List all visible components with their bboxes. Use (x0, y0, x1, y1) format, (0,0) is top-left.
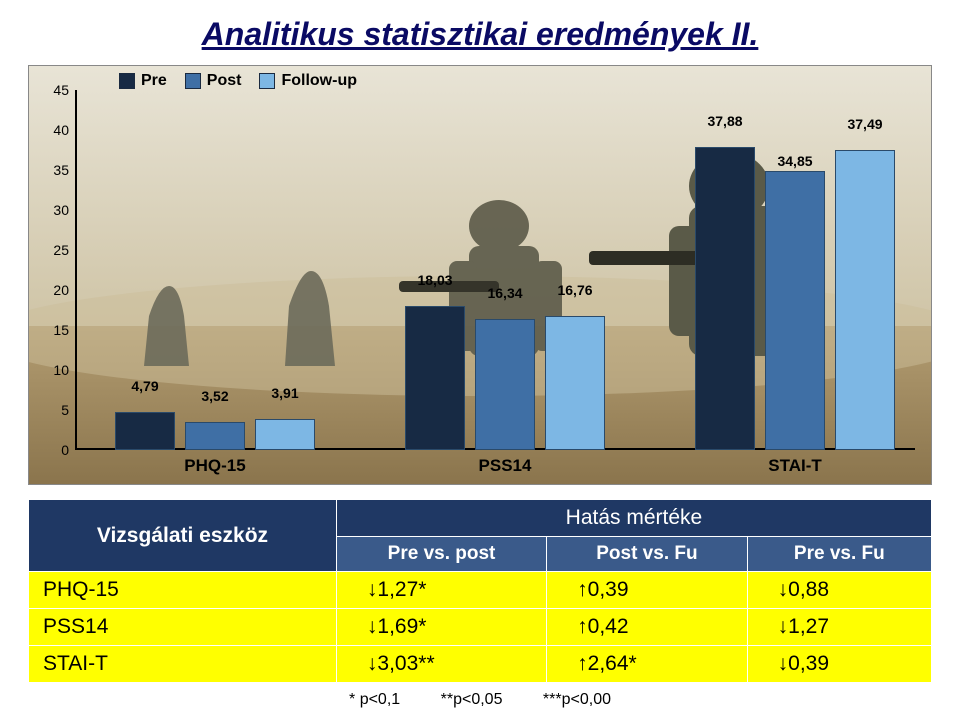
bar (545, 316, 605, 450)
x-tick-label: STAI-T (768, 456, 822, 476)
bar (405, 306, 465, 450)
cell: ↑2,64* (547, 646, 747, 683)
swatch-post (185, 73, 201, 89)
table-row: STAI-T ↓3,03** ↑2,64* ↓0,39 (29, 646, 932, 683)
bar (475, 319, 535, 450)
table-row: PSS14 ↓1,69* ↑0,42 ↓1,27 (29, 609, 932, 646)
bar (765, 171, 825, 450)
footnote-part: **p<0,05 (441, 691, 503, 708)
cell: ↑0,42 (547, 609, 747, 646)
legend-item-pre: Pre (119, 72, 167, 90)
bar-value-label: 3,91 (271, 385, 298, 401)
effect-size-table: Vizsgálati eszköz Hatás mértéke Pre vs. … (28, 499, 932, 683)
row-name: STAI-T (29, 646, 337, 683)
cell: ↓1,27 (747, 609, 931, 646)
bar-value-label: 18,03 (417, 272, 452, 288)
y-tick-label: 45 (35, 82, 69, 98)
table-col: Pre vs. post (336, 537, 546, 572)
footnote: * p<0,1 **p<0,05 ***p<0,00 (28, 691, 932, 709)
y-tick-label: 30 (35, 202, 69, 218)
y-tick-label: 20 (35, 282, 69, 298)
bar (695, 147, 755, 450)
bar-value-label: 3,52 (201, 388, 228, 404)
y-tick-label: 10 (35, 362, 69, 378)
y-tick-label: 0 (35, 442, 69, 458)
table-col: Post vs. Fu (547, 537, 747, 572)
cell: ↓0,88 (747, 572, 931, 609)
swatch-followup (259, 73, 275, 89)
bar (115, 412, 175, 450)
row-name: PSS14 (29, 609, 337, 646)
page-title: Analitikus statisztikai eredmények II. (28, 16, 932, 53)
cell: ↓1,69* (336, 609, 546, 646)
table-rowheader: Vizsgálati eszköz (29, 500, 337, 572)
legend-item-followup: Follow-up (259, 72, 357, 90)
table-col: Pre vs. Fu (747, 537, 931, 572)
legend-label: Pre (141, 72, 167, 90)
table-colheader-top: Hatás mértéke (336, 500, 931, 537)
y-tick-label: 40 (35, 122, 69, 138)
y-tick-label: 35 (35, 162, 69, 178)
legend-label: Post (207, 72, 242, 90)
bar-value-label: 4,79 (131, 378, 158, 394)
bar-value-label: 16,34 (487, 285, 522, 301)
bar (835, 150, 895, 450)
chart-legend: Pre Post Follow-up (119, 72, 357, 90)
cell: ↑0,39 (547, 572, 747, 609)
y-axis (75, 90, 77, 450)
x-tick-label: PHQ-15 (184, 456, 245, 476)
table-row: PHQ-15 ↓1,27* ↑0,39 ↓0,88 (29, 572, 932, 609)
plot-area: 0510152025303540454,793,523,91PHQ-1518,0… (75, 90, 915, 450)
bar-value-label: 34,85 (777, 153, 812, 169)
bar-chart: Pre Post Follow-up 0 5 10 15 20 25 30 35 40 45 4,7… (28, 65, 932, 485)
y-tick-label: 15 (35, 322, 69, 338)
swatch-pre (119, 73, 135, 89)
footnote-part: * p<0,1 (349, 691, 400, 708)
y-tick-label: 5 (35, 402, 69, 418)
bar (185, 422, 245, 450)
cell: ↓0,39 (747, 646, 931, 683)
bar-value-label: 37,88 (707, 113, 742, 129)
cell: ↓1,27* (336, 572, 546, 609)
bar-value-label: 37,49 (847, 116, 882, 132)
bar-value-label: 16,76 (557, 282, 592, 298)
footnote-part: ***p<0,00 (543, 691, 611, 708)
legend-item-post: Post (185, 72, 242, 90)
x-tick-label: PSS14 (479, 456, 532, 476)
row-name: PHQ-15 (29, 572, 337, 609)
bar (255, 419, 315, 450)
y-tick-label: 25 (35, 242, 69, 258)
legend-label: Follow-up (281, 72, 357, 90)
cell: ↓3,03** (336, 646, 546, 683)
